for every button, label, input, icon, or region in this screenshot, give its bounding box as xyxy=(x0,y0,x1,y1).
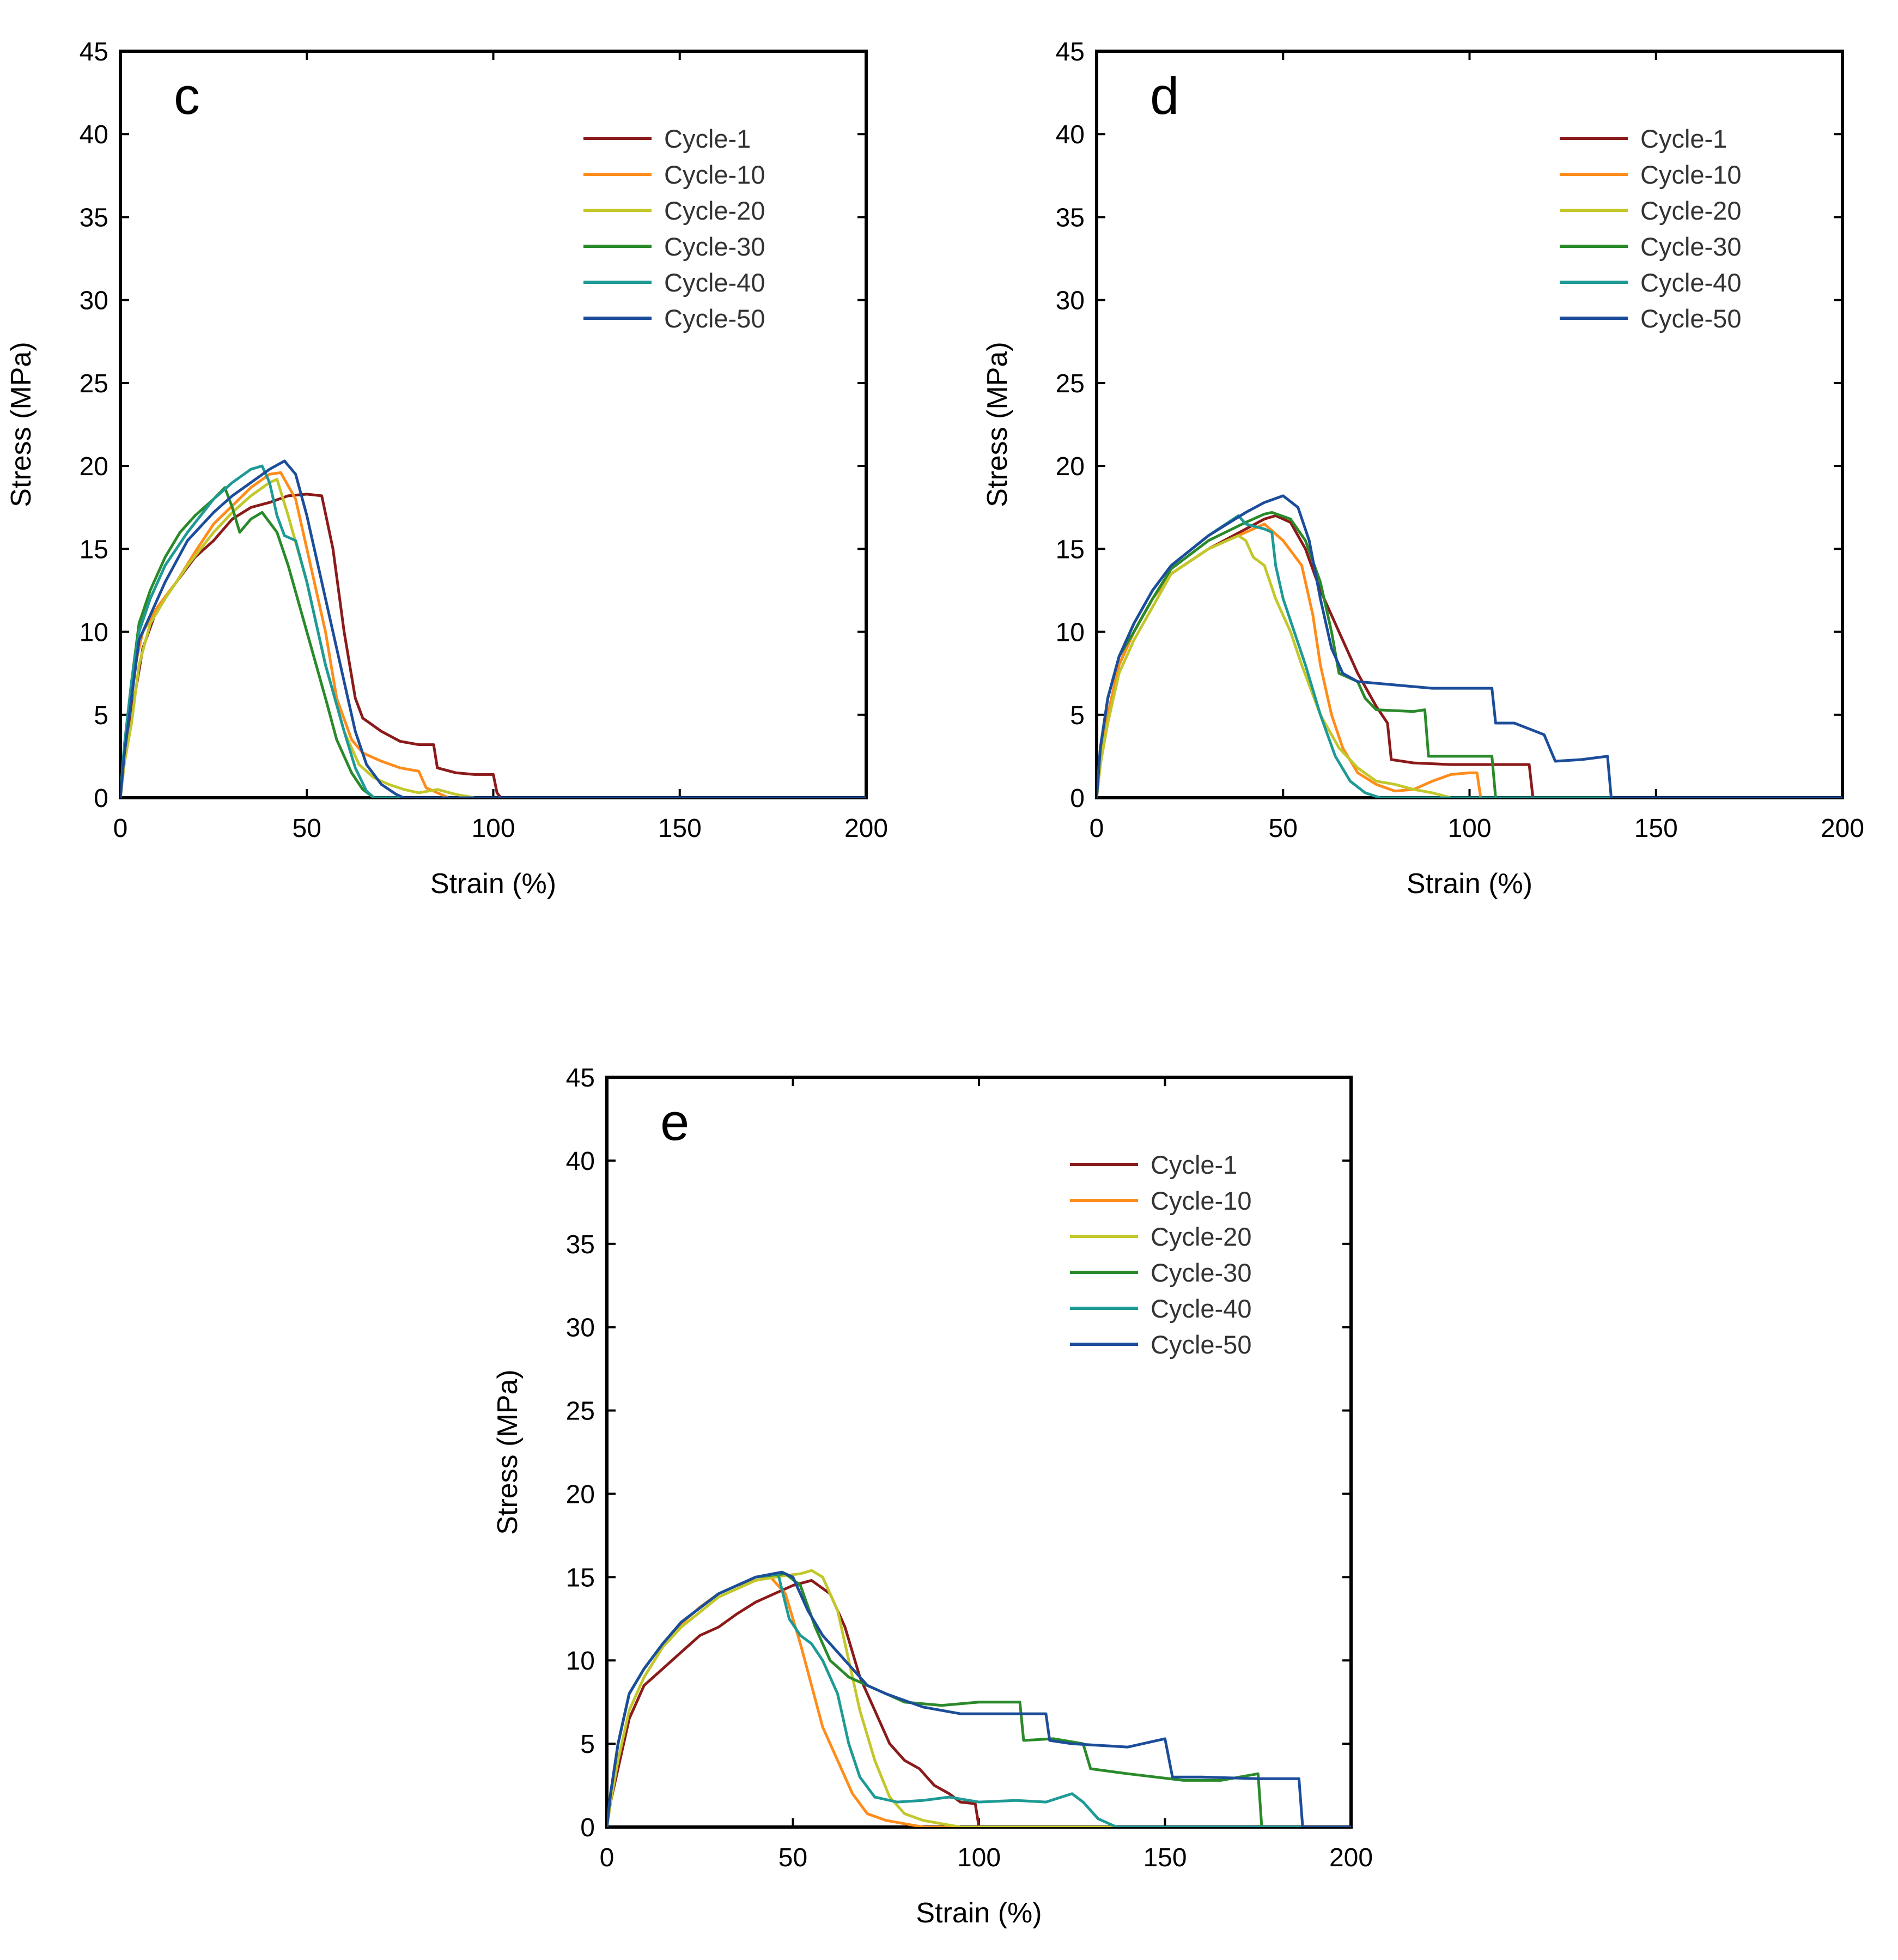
series-line-cycle-20 xyxy=(1097,534,1792,798)
y-tick-label: 15 xyxy=(80,535,108,564)
x-tick-label: 0 xyxy=(113,814,128,843)
legend-label: Cycle-20 xyxy=(1640,196,1741,225)
legend-label: Cycle-30 xyxy=(664,232,765,261)
legend-label: Cycle-10 xyxy=(1640,160,1741,189)
y-axis-title: Stress (MPa) xyxy=(5,342,37,507)
series-group xyxy=(607,1569,1351,1827)
y-tick-label: 10 xyxy=(1056,618,1085,647)
series-line-cycle-30 xyxy=(1097,511,1842,798)
y-tick-label: 10 xyxy=(566,1647,595,1676)
y-tick-label: 40 xyxy=(80,120,108,149)
y-tick-label: 0 xyxy=(94,784,108,813)
y-tick-label: 40 xyxy=(1056,120,1085,149)
x-tick-label: 200 xyxy=(1821,814,1864,843)
x-tick-label: 200 xyxy=(1329,1843,1373,1872)
legend-label: Cycle-30 xyxy=(1640,232,1741,261)
series-line-cycle-10 xyxy=(120,471,778,798)
x-tick-label: 0 xyxy=(600,1843,615,1872)
series-line-cycle-50 xyxy=(607,1570,1351,1827)
legend-label: Cycle-40 xyxy=(1640,268,1741,297)
y-axis-title: Stress (MPa) xyxy=(982,342,1013,507)
y-tick-label: 20 xyxy=(1056,452,1085,481)
series-line-cycle-40 xyxy=(120,464,866,798)
y-tick-label: 15 xyxy=(1056,535,1085,564)
series-line-cycle-20 xyxy=(607,1569,1351,1827)
x-tick-label: 150 xyxy=(1634,814,1678,843)
y-tick-label: 35 xyxy=(566,1230,595,1259)
y-tick-label: 25 xyxy=(566,1397,595,1426)
y-tick-label: 45 xyxy=(1056,38,1085,66)
y-tick-label: 30 xyxy=(1056,287,1085,315)
legend-label: Cycle-10 xyxy=(1151,1186,1251,1215)
y-tick-label: 45 xyxy=(80,38,108,66)
series-line-cycle-30 xyxy=(120,486,866,798)
series-line-cycle-50 xyxy=(1097,494,1842,798)
legend-label: Cycle-30 xyxy=(1151,1258,1251,1287)
legend-label: Cycle-40 xyxy=(1151,1294,1251,1323)
x-tick-label: 50 xyxy=(1269,814,1298,843)
y-tick-label: 45 xyxy=(566,1064,595,1093)
legend-label: Cycle-50 xyxy=(664,304,765,333)
y-tick-label: 35 xyxy=(1056,203,1085,232)
x-axis-title: Strain (%) xyxy=(430,868,556,900)
legend-label: Cycle-50 xyxy=(1151,1330,1251,1359)
legend-label: Cycle-1 xyxy=(1151,1150,1237,1179)
chart-panel-e: 0 5 10 15 20 25 30 35 40 45 0 50 100 150 200 Strain (%)… xyxy=(492,1064,1373,1929)
y-tick-label: 10 xyxy=(80,618,108,647)
legend-label: Cycle-40 xyxy=(664,268,765,297)
series-group xyxy=(120,459,866,798)
y-tick-label: 20 xyxy=(566,1480,595,1509)
legend-label: Cycle-50 xyxy=(1640,304,1741,333)
legend-label: Cycle-10 xyxy=(664,160,765,189)
panel-label: d xyxy=(1150,67,1179,125)
x-tick-label: 50 xyxy=(778,1843,807,1872)
y-tick-label: 25 xyxy=(80,369,108,398)
x-tick-label: 150 xyxy=(1143,1843,1187,1872)
y-tick-label: 5 xyxy=(94,701,108,730)
x-tick-label: 100 xyxy=(1447,814,1491,843)
y-tick-label: 0 xyxy=(1070,784,1085,813)
x-axis-title: Strain (%) xyxy=(1407,868,1532,900)
x-tick-label: 100 xyxy=(471,814,515,843)
y-tick-label: 5 xyxy=(1070,701,1085,730)
legend-label: Cycle-20 xyxy=(664,196,765,225)
y-tick-label: 0 xyxy=(580,1813,595,1842)
y-tick-label: 15 xyxy=(566,1563,595,1592)
series-line-cycle-30 xyxy=(607,1572,1351,1827)
series-line-cycle-1 xyxy=(120,493,866,798)
x-tick-label: 150 xyxy=(658,814,702,843)
y-tick-label: 40 xyxy=(566,1147,595,1176)
chart-panel-c: 0 5 10 15 20 25 30 35 40 45 0 50 100 150 200 Strain (%)… xyxy=(5,38,888,900)
x-axis-title: Strain (%) xyxy=(916,1897,1042,1929)
y-tick-label: 25 xyxy=(1056,369,1085,398)
legend-label: Cycle-1 xyxy=(1640,124,1727,153)
series-line-cycle-40 xyxy=(607,1572,1351,1827)
legend-label: Cycle-20 xyxy=(1151,1222,1251,1251)
x-tick-label: 100 xyxy=(957,1843,1001,1872)
series-line-cycle-1 xyxy=(607,1579,1351,1827)
legend-label: Cycle-1 xyxy=(664,124,751,153)
x-tick-label: 50 xyxy=(293,814,321,843)
y-tick-label: 35 xyxy=(80,203,108,232)
y-tick-label: 5 xyxy=(580,1730,595,1759)
x-tick-label: 200 xyxy=(844,814,888,843)
panel-label: e xyxy=(660,1093,689,1151)
chart-panel-d: 0 5 10 15 20 25 30 35 40 45 0 50 100 150 200 Strain (%)… xyxy=(982,38,1864,900)
x-tick-label: 0 xyxy=(1090,814,1104,843)
series-line-cycle-20 xyxy=(120,478,866,798)
series-line-cycle-50 xyxy=(120,459,866,798)
y-axis-title: Stress (MPa) xyxy=(492,1369,524,1534)
series-group xyxy=(1097,494,1842,798)
y-tick-label: 30 xyxy=(566,1314,595,1343)
panel-label: c xyxy=(174,67,200,125)
y-tick-label: 30 xyxy=(80,287,108,315)
y-tick-label: 20 xyxy=(80,452,108,481)
